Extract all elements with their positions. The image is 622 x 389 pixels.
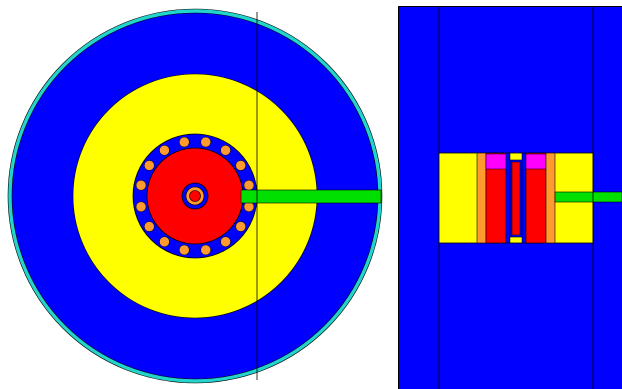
fuel-pin [220,145,231,156]
right-top-cap [525,153,547,170]
fuel-pin [159,236,170,247]
top-view-panel [7,8,383,384]
beam-port-side-view [554,191,622,203]
fuel-pin [135,201,147,212]
central-channel-inner [189,190,201,202]
central-rod-side [511,161,521,236]
left-gap-side [505,152,511,244]
fuel-pin [200,244,211,256]
side-view-panel [398,6,622,389]
fuel-pin [235,221,246,232]
left-top-cap [485,153,507,170]
fuel-pin [144,221,155,232]
fuel-pin [179,136,190,148]
fuel-pin [243,180,255,191]
right-gap-side [521,152,527,244]
right-cladding-side [545,152,556,244]
fuel-pin [144,160,155,171]
fuel-pin [200,136,211,148]
fuel-pin-ring [135,136,255,256]
fuel-pin [159,145,170,156]
left-cladding-side [476,152,487,244]
fuel-pin [220,236,231,247]
central-channel [181,182,209,210]
fuel-pin [135,180,147,191]
fuel-pin [179,244,190,256]
beam-port-top-view [240,189,382,204]
fuel-pin [235,160,246,171]
